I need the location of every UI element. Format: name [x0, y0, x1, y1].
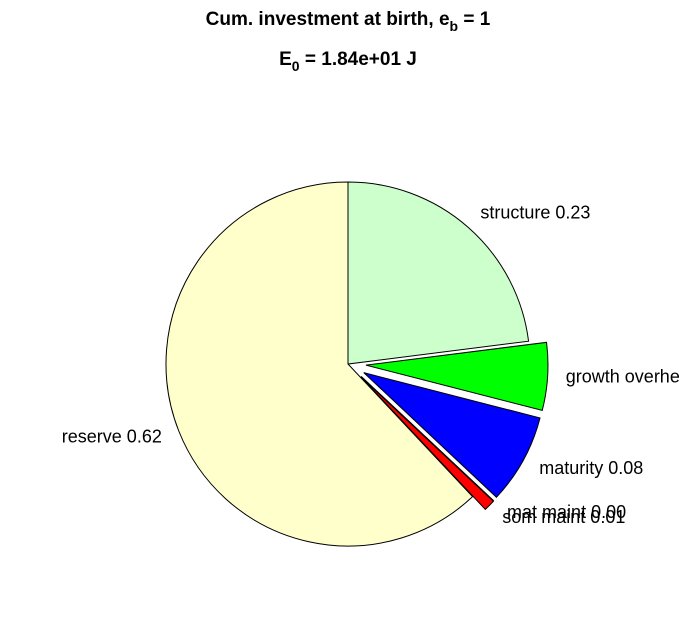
- slice-label: som maint 0.01: [502, 507, 625, 527]
- pie-slice: [365, 341, 549, 412]
- title-part: = 1: [458, 9, 491, 30]
- slice-label: reserve 0.62: [62, 426, 162, 446]
- subtitle-part: E: [279, 49, 292, 70]
- subtitle-sub: 0: [292, 58, 300, 74]
- slice-label: maturity 0.08: [539, 458, 643, 478]
- pie-slice: [165, 181, 474, 547]
- slice-label: structure 0.23: [480, 203, 590, 223]
- slice-label: mat maint 0.00: [507, 502, 626, 522]
- subtitle-part: = 1.84e+01 J: [300, 49, 417, 70]
- pie-slice: [347, 181, 530, 365]
- chart-subtitle: E0 = 1.84e+01 J: [279, 49, 417, 74]
- title-sub: b: [450, 18, 459, 34]
- pie-slice: [360, 375, 495, 502]
- pie-slice: [363, 372, 541, 498]
- pie-slice: [360, 376, 495, 511]
- chart-title: Cum. investment at birth, eb = 1: [206, 9, 491, 34]
- slice-label: growth overhe: [566, 366, 680, 386]
- title-part: Cum. investment at birth, e: [206, 9, 450, 30]
